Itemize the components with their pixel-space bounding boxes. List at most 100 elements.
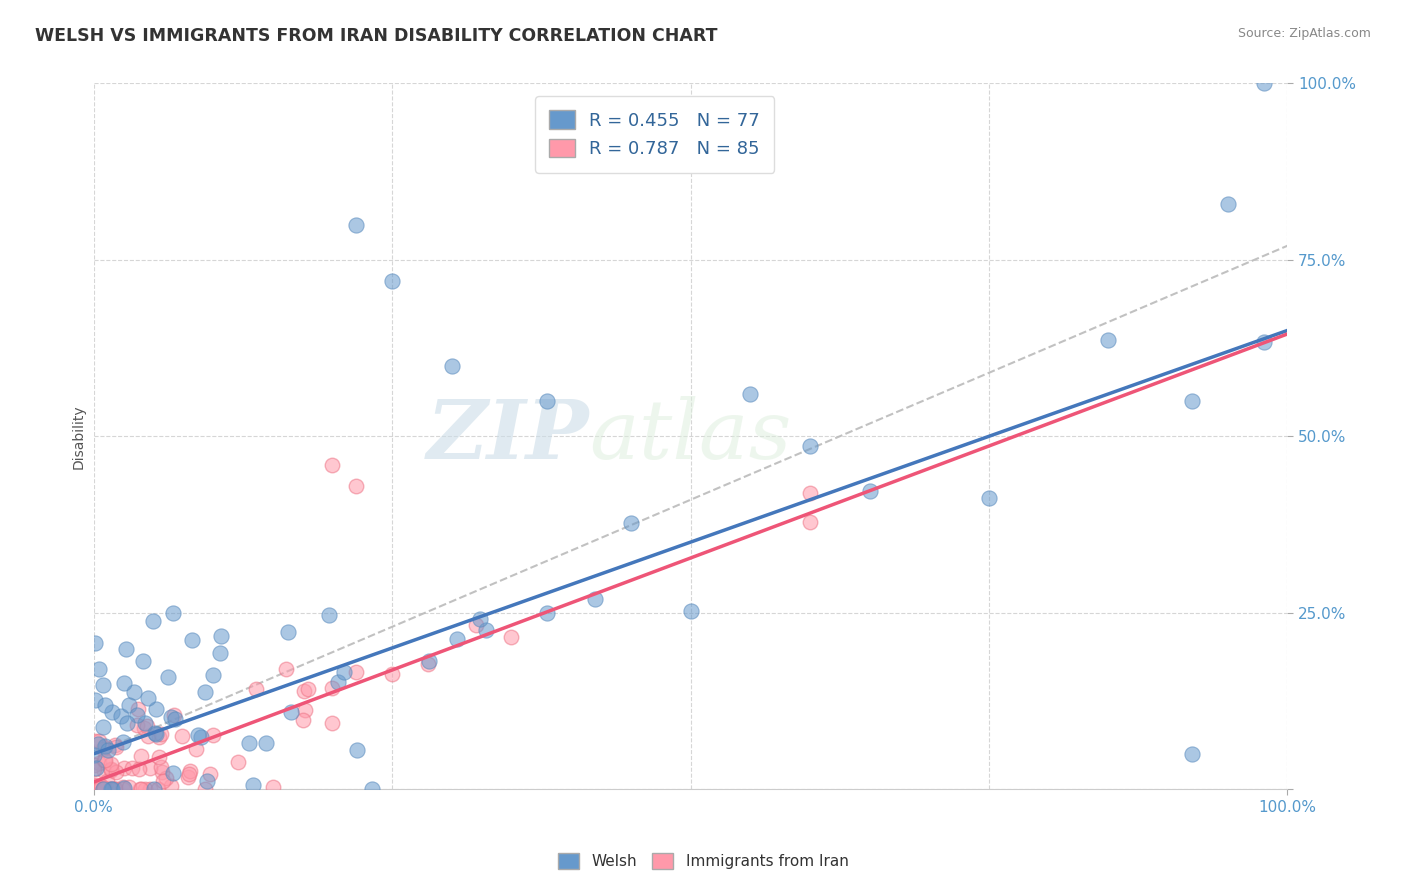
Point <box>501 630 523 644</box>
Point <box>679 604 702 618</box>
Point <box>139 761 162 775</box>
Point <box>91 678 114 692</box>
Point <box>91 720 114 734</box>
Point <box>134 716 156 731</box>
Point <box>104 738 127 752</box>
Point <box>172 729 194 743</box>
Point <box>346 743 368 757</box>
Point <box>150 765 173 780</box>
Point <box>98 782 121 797</box>
Point <box>326 674 349 689</box>
Point <box>799 439 821 453</box>
Point <box>254 736 277 750</box>
Point <box>536 606 558 620</box>
Point <box>91 782 114 797</box>
Point <box>177 770 200 784</box>
Point <box>799 485 821 500</box>
Point <box>332 665 354 679</box>
Point <box>129 748 152 763</box>
Point <box>136 729 159 743</box>
Point <box>127 701 149 715</box>
Point <box>83 636 105 650</box>
Point <box>1253 334 1275 349</box>
Point <box>87 662 110 676</box>
Point <box>136 690 159 705</box>
Point <box>96 773 118 788</box>
Point <box>84 761 107 775</box>
Point <box>105 764 128 779</box>
Point <box>136 719 159 733</box>
Point <box>128 782 150 797</box>
Point <box>1216 197 1239 211</box>
Point <box>149 727 172 741</box>
Point <box>291 713 314 727</box>
Point <box>104 782 127 797</box>
Point <box>179 766 201 780</box>
Point <box>89 782 111 797</box>
Point <box>190 730 212 744</box>
Point <box>155 771 177 785</box>
Point <box>162 606 184 620</box>
Point <box>148 730 170 744</box>
Point <box>145 702 167 716</box>
Point <box>858 484 880 499</box>
Point <box>112 761 135 775</box>
Point <box>100 705 122 719</box>
Point <box>101 782 124 797</box>
Point <box>93 739 115 754</box>
Point <box>536 394 558 409</box>
Point <box>187 728 209 742</box>
Point <box>318 607 340 622</box>
Point <box>179 764 201 778</box>
Point <box>145 727 167 741</box>
Point <box>152 773 174 788</box>
Point <box>274 662 297 676</box>
Point <box>112 676 135 690</box>
Point <box>94 753 117 767</box>
Point <box>242 778 264 792</box>
Point <box>280 706 302 720</box>
Point <box>98 782 121 797</box>
Point <box>89 756 111 770</box>
Point <box>195 774 218 789</box>
Point <box>159 779 181 793</box>
Point <box>111 780 134 795</box>
Point <box>381 274 404 288</box>
Point <box>93 753 115 767</box>
Point <box>128 763 150 777</box>
Point <box>118 698 141 712</box>
Text: ZIP: ZIP <box>426 396 589 476</box>
Point <box>127 718 149 732</box>
Point <box>122 685 145 699</box>
Point <box>91 782 114 797</box>
Point <box>142 782 165 797</box>
Point <box>110 708 132 723</box>
Point <box>134 782 156 797</box>
Point <box>1181 393 1204 408</box>
Point <box>292 684 315 698</box>
Point <box>198 767 221 781</box>
Point <box>277 625 299 640</box>
Point <box>83 693 105 707</box>
Point <box>418 654 440 668</box>
Point <box>1253 77 1275 91</box>
Point <box>1097 333 1119 347</box>
Point <box>90 779 112 793</box>
Point <box>139 782 162 797</box>
Point <box>142 614 165 628</box>
Point <box>94 698 117 712</box>
Point <box>344 218 367 232</box>
Point <box>620 516 643 531</box>
Point <box>100 782 122 797</box>
Point <box>1181 747 1204 761</box>
Text: Source: ZipAtlas.com: Source: ZipAtlas.com <box>1237 27 1371 40</box>
Point <box>112 782 135 797</box>
Point <box>83 758 105 772</box>
Point <box>202 668 225 682</box>
Point <box>103 782 125 797</box>
Point <box>245 682 267 697</box>
Point <box>194 685 217 699</box>
Point <box>93 780 115 795</box>
Point <box>115 715 138 730</box>
Point <box>117 780 139 794</box>
